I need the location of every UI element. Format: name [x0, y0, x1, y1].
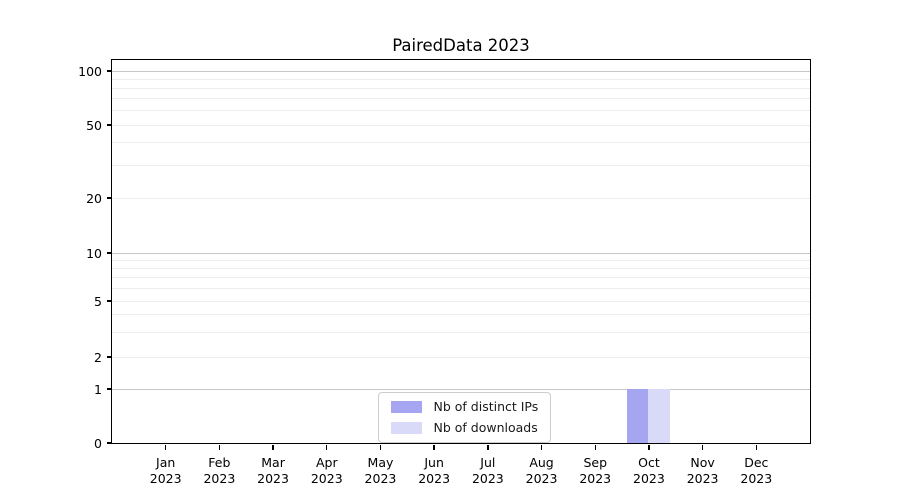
x-tick-label-dec: Dec 2023	[721, 455, 791, 487]
y-tick-label-10: 10	[86, 245, 102, 261]
x-tick-year: 2023	[203, 471, 236, 486]
gridline-minor-4	[111, 314, 810, 316]
chart-title: PairedData 2023	[392, 36, 530, 55]
y-tick-label-2: 2	[94, 349, 102, 365]
x-tick-mark-feb	[218, 444, 221, 450]
gridline-minor-7	[111, 277, 810, 279]
x-tick-mark-oct	[648, 444, 650, 450]
y-tick-mark-100	[106, 70, 112, 72]
x-tick-label-feb: Feb 2023	[184, 455, 254, 487]
x-tick-year: 2023	[310, 471, 343, 486]
x-tick-label-oct: Oct 2023	[614, 455, 684, 487]
gridline-minor-50	[111, 124, 810, 126]
x-tick-month: Aug	[529, 455, 554, 470]
y-tick-mark-20	[106, 197, 112, 199]
x-tick-month: Nov	[690, 455, 715, 470]
x-tick-label-apr: Apr 2023	[292, 455, 362, 487]
x-tick-year: 2023	[149, 471, 182, 486]
legend-label: Nb of downloads	[433, 419, 538, 435]
legend-label: Nb of distinct IPs	[433, 398, 539, 414]
x-tick-label-nov: Nov 2023	[668, 455, 738, 487]
legend-swatch	[390, 400, 422, 413]
x-tick-mark-sep	[594, 444, 596, 450]
x-tick-label-sep: Sep 2023	[560, 455, 630, 487]
x-tick-label-mar: Mar 2023	[238, 455, 308, 487]
y-tick-mark-2	[106, 356, 112, 358]
x-tick-year: 2023	[364, 471, 397, 486]
y-tick-label-100: 100	[78, 63, 102, 79]
y-tick-label-1: 1	[94, 381, 102, 397]
x-tick-year: 2023	[418, 471, 451, 486]
x-tick-year: 2023	[257, 471, 289, 486]
x-tick-label-may: May 2023	[345, 455, 415, 487]
x-tick-mark-jan	[164, 444, 167, 450]
y-tick-mark-5	[106, 300, 112, 302]
plot-area: Nb of distinct IPs Nb of downloads	[110, 58, 811, 444]
x-tick-label-jan: Jan 2023	[131, 455, 201, 487]
x-tick-year: 2023	[525, 471, 558, 486]
x-tick-year: 2023	[740, 471, 773, 486]
gridline-minor-60	[111, 110, 810, 112]
x-tick-mark-jun	[433, 444, 435, 450]
x-tick-month: Jan	[156, 455, 176, 470]
bar-nb-of-downloads-oct	[648, 388, 670, 443]
gridline-major-1	[111, 388, 810, 390]
y-tick-label-20: 20	[86, 190, 102, 206]
x-tick-month: Mar	[261, 455, 285, 470]
gridline-minor-9	[111, 259, 810, 261]
gridline-major-100	[111, 70, 810, 72]
y-tick-label-5: 5	[94, 293, 102, 309]
x-tick-mark-dec	[755, 444, 757, 450]
y-tick-mark-10	[106, 252, 112, 254]
gridline-minor-70	[111, 98, 810, 100]
y-tick-label-50: 50	[86, 117, 102, 133]
gridline-minor-40	[111, 142, 810, 144]
x-tick-label-jul: Jul 2023	[453, 455, 523, 487]
gridline-minor-80	[111, 87, 810, 89]
x-tick-label-jun: Jun 2023	[399, 455, 469, 487]
legend-row: Nb of distinct IPs	[390, 398, 539, 414]
legend: Nb of distinct IPs Nb of downloads	[377, 391, 552, 443]
x-tick-year: 2023	[686, 471, 719, 486]
x-tick-mark-may	[379, 444, 382, 450]
x-tick-month: Dec	[744, 455, 769, 470]
x-tick-year: 2023	[633, 471, 665, 486]
x-tick-month: May	[367, 455, 394, 470]
x-tick-mark-jul	[487, 444, 489, 450]
gridline-minor-6	[111, 287, 810, 289]
x-tick-mark-nov	[701, 444, 704, 450]
x-tick-mark-mar	[272, 444, 274, 450]
x-tick-year: 2023	[579, 471, 612, 486]
x-tick-mark-aug	[540, 444, 543, 450]
gridline-minor-90	[111, 78, 810, 80]
gridline-minor-20	[111, 197, 810, 199]
gridline-minor-30	[111, 165, 810, 167]
bar-nb-of-distinct-ips-oct	[627, 388, 649, 443]
y-tick-mark-50	[106, 124, 112, 126]
x-tick-year: 2023	[471, 471, 504, 486]
legend-row: Nb of downloads	[390, 419, 539, 435]
x-tick-month: Sep	[583, 455, 607, 470]
x-tick-label-aug: Aug 2023	[507, 455, 577, 487]
legend-swatch	[390, 421, 422, 434]
x-tick-mark-apr	[326, 444, 328, 450]
gridline-major-10	[111, 252, 810, 254]
y-tick-mark-0	[106, 442, 112, 444]
x-tick-month: Jun	[424, 455, 444, 470]
gridline-minor-2	[111, 356, 810, 358]
x-tick-month: Apr	[315, 455, 338, 470]
x-tick-month: Oct	[638, 455, 660, 470]
gridline-minor-8	[111, 267, 810, 269]
x-tick-month: Feb	[208, 455, 231, 470]
gridline-minor-5	[111, 300, 810, 302]
y-tick-mark-1	[106, 388, 112, 390]
gridline-minor-3	[111, 331, 810, 333]
x-tick-month: Jul	[480, 455, 496, 470]
y-tick-label-0: 0	[94, 435, 102, 451]
